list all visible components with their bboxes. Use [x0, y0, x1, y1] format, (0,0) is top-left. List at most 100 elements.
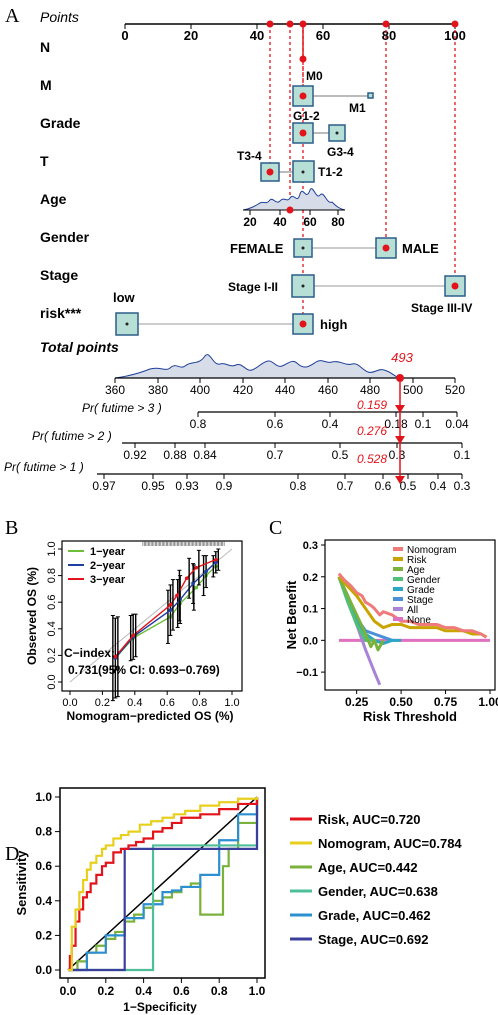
c-legend-label: Grade: [407, 585, 435, 596]
pr2Ticks-tick-label: 0.92: [123, 448, 147, 462]
b-y-tick-label: 0.6: [46, 595, 58, 610]
b-y-tick-label: 0.8: [46, 568, 58, 583]
pr1Ticks-tick-label: 0.4: [430, 479, 447, 493]
c-y-tick-label: 0.3: [303, 540, 318, 552]
pr3Ticks-tick-label: 0.4: [322, 417, 339, 431]
label-low: low: [113, 290, 136, 305]
label-female: FEMALE: [230, 241, 284, 256]
b-point: [131, 633, 135, 638]
d-x-tick-label: 1.0: [249, 984, 266, 998]
d-x-axis-title: 1−Specificity: [123, 1000, 197, 1014]
pr2Ticks-tick-label: 0.88: [163, 448, 187, 462]
pr2Ticks-tick-label: 0.3: [389, 448, 406, 462]
b-y-axis-title: Observed OS (%): [25, 567, 39, 665]
row-m: M0 M1: [292, 69, 374, 115]
pointsTicks-tick-label: 80: [382, 28, 396, 43]
b-x-tick-label: 1.0: [224, 697, 239, 709]
panel-b-label: B: [5, 517, 18, 539]
label-t12: T1-2: [318, 165, 343, 179]
pr3-value-label: 0.159: [357, 398, 387, 412]
pr2-value-label: 0.276: [357, 424, 387, 438]
row-risk: low high: [113, 290, 347, 336]
pr3Ticks-tick-label: 0.04: [445, 417, 469, 431]
label-g34: G3-4: [327, 145, 354, 159]
total-points-density: [114, 354, 401, 379]
label-male: MALE: [402, 241, 439, 256]
b-y-tick-label: 0.0: [46, 674, 58, 689]
row-t: T3-4 T1-2: [237, 149, 343, 183]
d-series-line: [68, 797, 259, 972]
d-x-tick-label: 0.8: [211, 984, 228, 998]
panel-c-dca: C 0.25 0.50 0.75 1.00 −0.1 0.0 0.1 0.2 0.3 Nomogr…: [269, 517, 498, 724]
b-y-tick-label: 0.4: [46, 621, 58, 636]
panel-b-calibration: B 0.0 0.2 0.4 0.6 0.8 1.0 0.0 0.2 0.4 0.6 0.8 1.0 1−…: [5, 517, 243, 723]
points-axis-markers: [266, 20, 459, 28]
c-y-tick-label: 0.1: [303, 604, 318, 616]
c-legend-label: Stage: [407, 595, 434, 606]
age-marker: [286, 206, 294, 214]
c-legend-label: Gender: [407, 575, 441, 586]
row-label-m: M: [40, 77, 52, 93]
b-y-tick-label: 1.0: [46, 541, 58, 556]
label-t34: T3-4: [237, 149, 262, 163]
label-m0: M0: [306, 69, 323, 83]
box-m1: [367, 92, 374, 99]
b-y-tick-label: 0.2: [46, 648, 58, 663]
b-legend-label: 3−year: [90, 574, 126, 586]
b-point: [214, 560, 218, 565]
pr3Ticks-tick-label: 0.1: [415, 417, 432, 431]
pr1Ticks-tick-label: 0.9: [216, 479, 233, 493]
b-cindex-line2: 0.731(95% CI: 0.693−0.769): [68, 663, 220, 677]
c-legend-label: Risk: [407, 555, 427, 566]
b-point: [194, 585, 199, 590]
row-label-age: Age: [40, 191, 67, 207]
d-y-tick-label: 0.4: [35, 894, 52, 908]
pointsTicks-tick-label: 40: [250, 28, 264, 43]
pr1Ticks-tick-label: 0.95: [141, 479, 165, 493]
b-point: [184, 576, 189, 581]
panel-d-label: D: [5, 843, 19, 865]
c-y-tick-label: −0.1: [296, 667, 318, 679]
row-label-pr3: Pr( futime > 3 ): [82, 401, 162, 415]
pr1Ticks-tick-label: 0.8: [290, 479, 307, 493]
d-series-line: [68, 797, 259, 972]
total-value-label: 493: [391, 350, 413, 365]
b-x-axis-title: Nomogram−predicted OS (%): [66, 709, 233, 723]
ageTicks-tick-label: 20: [243, 215, 257, 229]
label-s12: Stage I-II: [228, 280, 278, 294]
label-m1: M1: [349, 101, 366, 115]
b-point: [191, 581, 195, 586]
ageTicks-tick-label: 80: [331, 215, 345, 229]
row-label-points: Points: [40, 9, 79, 25]
row-label-pr2: Pr( futime > 2 ): [32, 429, 112, 443]
d-series-line: [68, 797, 259, 972]
d-legend-label: Gender, AUC=0.638: [318, 884, 438, 899]
b-legend-label: 2−year: [90, 560, 126, 572]
b-point: [168, 608, 173, 612]
b-point: [214, 557, 218, 562]
pr2Ticks-tick-label: 0.7: [267, 448, 284, 462]
panel-c-label: C: [269, 517, 282, 539]
label-g12: G1-2: [293, 109, 320, 123]
row-label-risk: risk***: [40, 305, 82, 321]
c-y-axis-title: Net Benefit: [284, 580, 299, 649]
d-legend-label: Risk, AUC=0.720: [318, 812, 421, 827]
row-grade: G1-2 G3-4: [292, 109, 354, 159]
b-plot-frame: [61, 540, 243, 692]
pr1-value-label: 0.528: [357, 452, 387, 466]
c-legend-label: Age: [407, 565, 425, 576]
pointsTicks-tick-label: 0: [121, 28, 128, 43]
totalTicks-tick-label: 400: [190, 383, 210, 397]
c-y-tick-label: 0.2: [303, 572, 318, 584]
row-label-grade: Grade: [40, 115, 81, 131]
pr1Ticks-tick-label: 0.6: [375, 479, 392, 493]
pr3Ticks-tick-label: 0.18: [384, 417, 408, 431]
d-y-tick-label: 0.0: [35, 963, 52, 977]
totalTicks-tick-label: 500: [403, 383, 423, 397]
d-x-tick-label: 0.6: [173, 984, 190, 998]
d-y-tick-label: 0.2: [35, 928, 52, 942]
ageTicks-tick-label: 40: [273, 215, 287, 229]
b-x-tick-label: 0.0: [62, 697, 77, 709]
panel-d-roc: D 0.0 0.2 0.4 0.6 0.8 1.0 0.0 0.2 0.4 0.6 0.8 1.0 1…: [5, 787, 462, 1014]
pointsTicks-tick-label: 20: [184, 28, 198, 43]
